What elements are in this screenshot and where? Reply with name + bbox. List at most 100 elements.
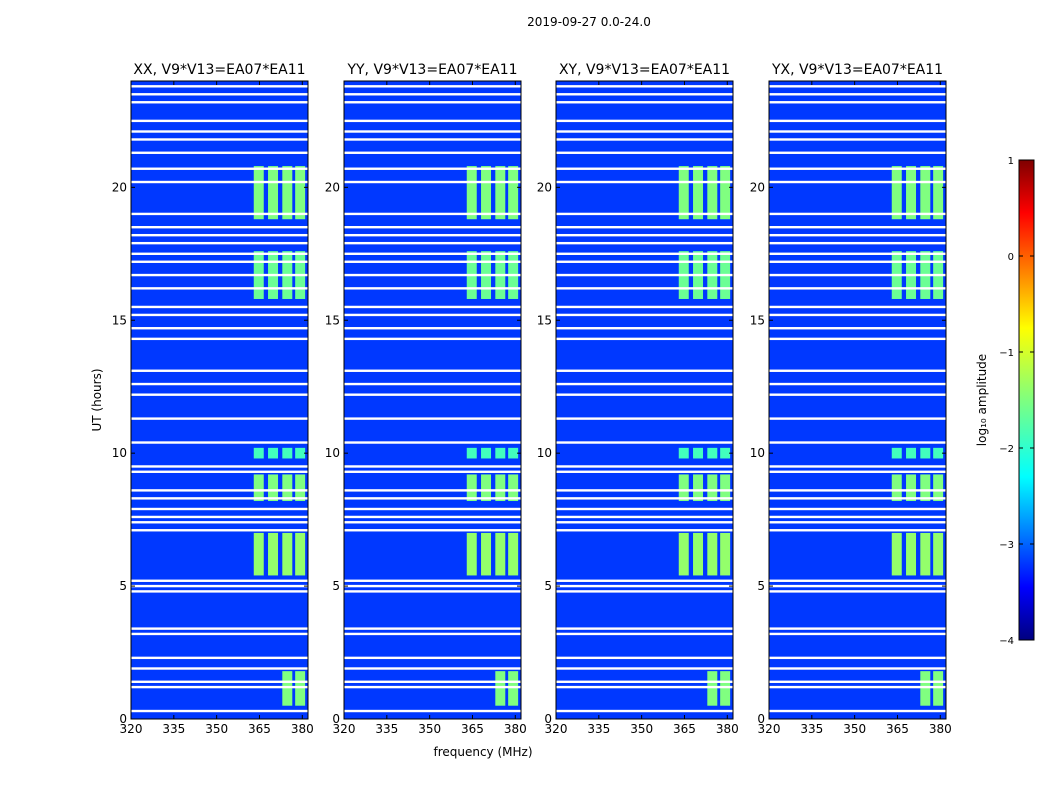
y-tick-label: 15 [750,313,765,327]
flagged-row [556,470,733,473]
y-tick-label: 20 [750,180,765,194]
x-tick-label: 350 [418,722,441,736]
rfi-block [466,532,477,576]
rfi-block [933,474,944,502]
flagged-row [344,584,521,588]
rfi-block [933,671,944,706]
y-tick-label: 10 [112,446,127,460]
rfi-block [466,447,477,459]
flagged-row [344,632,521,636]
y-tick-label: 0 [757,712,765,726]
x-tick-label: 320 [758,722,781,736]
flagged-row [556,130,733,133]
flagged-row [131,382,308,386]
flagged-row [769,151,946,154]
rfi-block [720,671,731,706]
flagged-row [556,441,733,444]
x-tick-label: 335 [587,722,610,736]
flagged-row [556,465,733,468]
rfi-block [253,166,264,220]
rfi-block [295,671,306,706]
flagged-row [769,507,946,511]
flagged-row [344,465,521,468]
panel-title: YX, V9*V13=EA07*EA11 [771,62,943,78]
flagged-row [344,273,521,277]
flagged-row [556,327,733,330]
panel-yx: YX, V9*V13=EA07*EA11 320 335 350 365 380 0 5 10 1… [750,62,952,736]
flagged-row [556,138,733,141]
panel-frame [768,80,947,720]
flagged-row [344,226,521,229]
flagged-row [556,212,733,216]
x-tick-label: 335 [800,722,823,736]
colorbar-tick-label: −2 [999,444,1014,455]
flagged-row [344,85,521,88]
flagged-row [769,515,946,519]
flagged-row [344,470,521,473]
flagged-row [556,226,733,229]
flagged-row [344,151,521,154]
x-tick-label: 335 [375,722,398,736]
flagged-row [131,584,308,588]
flagged-row [556,273,733,277]
rfi-block [282,166,293,220]
flagged-row [769,627,946,630]
flagged-row [344,441,521,444]
y-tick-label: 5 [332,579,340,593]
rfi-block [253,474,264,502]
rfi-block [481,532,492,576]
flagged-row [131,667,308,670]
x-tick-label: 320 [333,722,356,736]
flagged-row [556,579,733,582]
flagged-row [769,167,946,170]
rfi-block [508,532,519,576]
rfi-block [920,474,931,502]
flagged-row [556,382,733,386]
flagged-row [769,521,946,524]
flagged-row [556,393,733,396]
x-tick-label: 350 [630,722,653,736]
flagged-row [769,441,946,444]
rfi-block [707,474,718,502]
flagged-row [556,590,733,593]
flagged-row [556,507,733,511]
y-tick-label: 10 [325,446,340,460]
flagged-row [769,226,946,229]
colorbar: 1 0 −1 −2 −3 −4 [999,156,1035,647]
rfi-block [268,474,279,502]
flagged-row [556,521,733,524]
flagged-row [344,101,521,104]
flagged-row [131,393,308,396]
flagged-row [131,226,308,229]
flagged-row [769,180,946,184]
flagged-row [344,382,521,386]
flagged-row [344,212,521,216]
rfi-block [891,532,902,576]
x-tick-label: 320 [120,722,143,736]
flagged-row [344,685,521,689]
y-tick-label: 15 [537,313,552,327]
flagged-row [344,138,521,141]
flagged-row [344,119,521,123]
rfi-block [268,447,279,459]
flagged-row [131,313,308,317]
rfi-block [508,447,519,459]
flagged-row [131,709,308,713]
rfi-block [295,532,306,576]
flagged-row [344,180,521,184]
flagged-row [556,151,733,154]
flagged-row [769,260,946,263]
rfi-block [678,447,689,459]
x-tick-label: 380 [716,722,739,736]
flagged-row [344,233,521,237]
flagged-row [344,627,521,630]
rfi-block [720,474,731,502]
panel-xx: XX, V9*V13=EA07*EA11 320 335 350 365 380 0 5 10 1… [112,62,314,736]
rfi-block [508,474,519,502]
flagged-row [131,287,308,290]
flagged-row [344,369,521,372]
flagged-row [556,119,733,123]
flagged-row [344,529,521,532]
rfi-block [466,166,477,220]
flagged-row [556,337,733,341]
